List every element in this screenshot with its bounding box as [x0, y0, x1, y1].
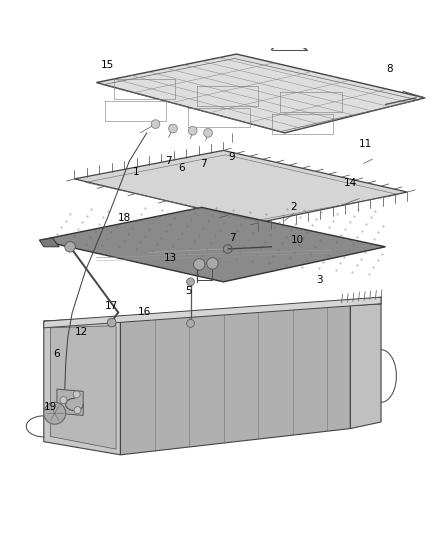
- Text: 16: 16: [138, 308, 151, 318]
- Circle shape: [204, 128, 212, 138]
- Polygon shape: [96, 54, 425, 133]
- Text: 2: 2: [290, 203, 297, 212]
- Text: 13: 13: [164, 253, 177, 263]
- Polygon shape: [74, 150, 407, 223]
- Circle shape: [188, 126, 197, 135]
- Text: 8: 8: [386, 64, 393, 75]
- Text: 6: 6: [53, 349, 60, 359]
- Circle shape: [151, 120, 160, 128]
- Circle shape: [187, 278, 194, 286]
- Circle shape: [107, 318, 116, 327]
- Text: 5: 5: [185, 286, 192, 296]
- Circle shape: [65, 241, 75, 252]
- Polygon shape: [39, 238, 59, 247]
- Text: 7: 7: [229, 233, 236, 243]
- Polygon shape: [44, 297, 381, 328]
- Polygon shape: [120, 302, 350, 455]
- Circle shape: [74, 407, 81, 414]
- Text: 14: 14: [344, 178, 357, 188]
- Text: 1: 1: [132, 167, 139, 177]
- Text: 12: 12: [74, 327, 88, 337]
- Circle shape: [187, 319, 194, 327]
- Text: 3: 3: [316, 274, 323, 285]
- Polygon shape: [57, 389, 83, 415]
- Circle shape: [194, 259, 205, 270]
- Text: 19: 19: [44, 402, 57, 411]
- Polygon shape: [50, 326, 116, 449]
- Circle shape: [44, 402, 66, 424]
- Text: 7: 7: [200, 159, 207, 168]
- Text: 7: 7: [165, 156, 172, 166]
- Text: 17: 17: [105, 301, 118, 311]
- Circle shape: [60, 397, 67, 403]
- Circle shape: [73, 391, 80, 398]
- Polygon shape: [44, 319, 120, 455]
- Text: 15: 15: [101, 60, 114, 70]
- Text: 6: 6: [178, 163, 185, 173]
- Text: 18: 18: [118, 213, 131, 223]
- Text: 10: 10: [291, 235, 304, 245]
- Text: 11: 11: [359, 139, 372, 149]
- Circle shape: [207, 258, 218, 269]
- Polygon shape: [39, 207, 385, 282]
- Text: 9: 9: [229, 152, 236, 162]
- Polygon shape: [350, 297, 381, 429]
- Circle shape: [169, 124, 177, 133]
